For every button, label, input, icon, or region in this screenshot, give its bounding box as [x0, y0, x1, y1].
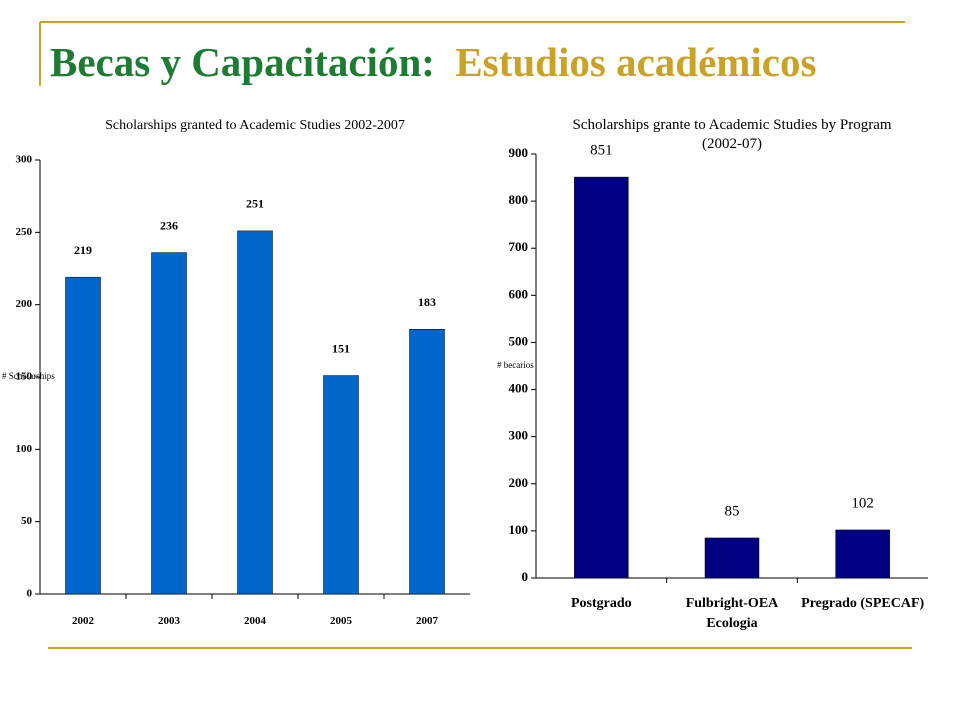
data-label: 151	[332, 341, 350, 355]
y-tick-label: 150	[16, 371, 33, 383]
slide-title: Becas y Capacitación: Estudios académico…	[50, 38, 816, 86]
x-tick-label: 2002	[72, 615, 94, 627]
x-tick-label: 2003	[158, 615, 180, 627]
data-label: 851	[590, 143, 613, 159]
x-tick-label: 2004	[244, 615, 266, 627]
chart-title: Scholarships grante to Academic Studies …	[572, 117, 892, 152]
y-axis-label: # becarios	[497, 360, 534, 370]
x-tick-label: 2005	[330, 615, 352, 627]
y-axis-label: # Scholarships	[2, 371, 55, 381]
data-label: 85	[725, 503, 740, 519]
data-label: 183	[418, 295, 436, 309]
x-tick-label: Fulbright-OEA Ecologia	[685, 596, 779, 631]
title-sub: Estudios académicos	[455, 39, 817, 85]
y-tick-label: 300	[16, 154, 33, 166]
y-tick-label: 200	[16, 298, 33, 310]
x-tick-label: 2007	[416, 615, 438, 627]
bar	[835, 529, 890, 579]
data-label: 251	[246, 197, 264, 211]
bar	[704, 537, 760, 579]
bar	[237, 230, 273, 595]
y-tick-label: 700	[509, 239, 529, 254]
title-main: Becas y Capacitación:	[50, 39, 435, 85]
bar	[65, 276, 101, 595]
y-tick-label: 400	[509, 381, 529, 396]
bar	[409, 329, 445, 595]
y-tick-label: 100	[509, 522, 529, 537]
y-tick-label: 0	[522, 569, 529, 584]
x-tick-label: Pregrado (SPECAF)	[801, 596, 925, 611]
x-tick-label: Postgrado	[570, 596, 632, 611]
y-tick-label: 200	[509, 475, 529, 490]
data-label: 236	[160, 218, 178, 232]
y-tick-label: 800	[509, 192, 529, 207]
y-tick-label: 300	[509, 428, 529, 443]
bar	[151, 252, 187, 595]
y-tick-label: 600	[509, 286, 529, 301]
y-tick-label: 50	[21, 515, 33, 527]
y-tick-label: 500	[509, 333, 529, 348]
y-tick-label: 0	[27, 588, 33, 600]
y-tick-label: 100	[16, 443, 33, 455]
bar	[323, 375, 359, 595]
y-tick-label: 250	[16, 226, 33, 238]
data-label: 219	[74, 243, 92, 257]
y-tick-label: 900	[509, 145, 529, 160]
chart-title: Scholarships granted to Academic Studies…	[105, 118, 405, 133]
bar	[574, 176, 629, 579]
data-label: 102	[851, 495, 874, 511]
